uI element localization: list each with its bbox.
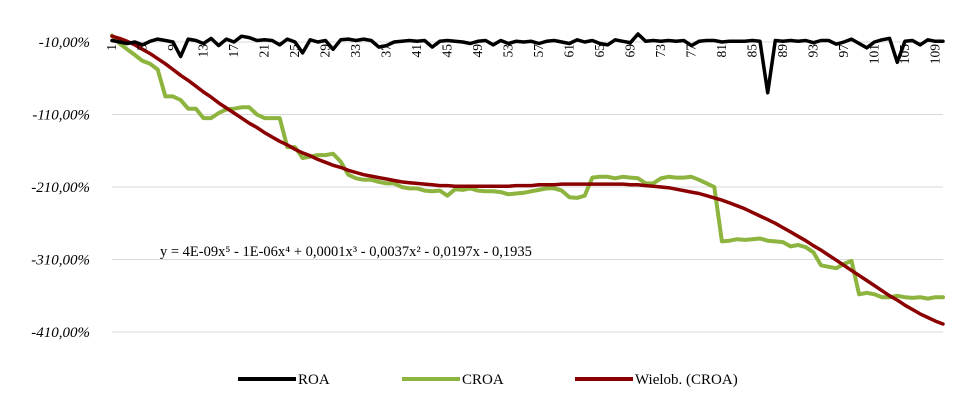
x-tick-label: 57	[531, 44, 546, 58]
y-tick-label: -410,00%	[31, 325, 90, 341]
x-tick-label: 13	[195, 44, 210, 58]
x-tick-label: 101	[866, 44, 881, 64]
legend-label: Wielob. (CROA)	[635, 372, 738, 388]
series-line-croa	[110, 33, 945, 301]
x-tick-label: 1	[104, 44, 119, 51]
x-tick-label: 65	[592, 44, 607, 58]
series-line-roa	[110, 32, 945, 95]
x-tick-label: 45	[439, 44, 454, 58]
x-tick-label: 25	[287, 44, 302, 58]
x-tick-label: 93	[805, 44, 820, 58]
x-tick-label: 33	[348, 44, 363, 58]
x-tick-label: 81	[714, 44, 729, 58]
x-tick-label: 29	[317, 44, 332, 58]
y-axis-tick-labels: -10,00% -110,00% -210,00% -310,00% -410,00%	[31, 35, 90, 341]
legend-label: ROA	[298, 372, 330, 388]
series-line-wielob-croa	[110, 34, 945, 326]
x-tick-label: 105	[897, 44, 912, 65]
x-tick-label: 89	[775, 44, 790, 58]
y-tick-label: -10,00%	[39, 35, 90, 51]
y-tick-label: -210,00%	[31, 180, 90, 196]
legend: ROA CROA Wielob. (CROA)	[238, 372, 738, 388]
x-tick-label: 41	[409, 44, 424, 58]
y-tick-label: -110,00%	[32, 108, 90, 124]
x-tick-label: 69	[622, 44, 637, 58]
x-tick-label: 97	[836, 44, 851, 58]
x-tick-label: 73	[653, 44, 668, 58]
x-tick-label: 5	[134, 44, 149, 51]
x-tick-label: 53	[500, 44, 515, 58]
x-axis-tick-labels: 1 5 9 13 17 21 25 29 33 37 41 45 49 53 57 61 65 69 73 77 81 8…	[104, 44, 942, 65]
x-tick-label: 109	[927, 44, 942, 65]
x-tick-label: 17	[226, 44, 241, 58]
x-tick-label: 9	[165, 44, 180, 51]
x-tick-label: 85	[744, 44, 759, 58]
x-tick-label: 37	[378, 44, 393, 58]
y-tick-label: -310,00%	[31, 253, 90, 269]
x-tick-label: 49	[470, 44, 485, 58]
trendline-equation: y = 4E-09x⁵ - 1E-06x⁴ + 0,0001x³ - 0,003…	[160, 244, 532, 260]
x-tick-label: 61	[561, 44, 576, 58]
series-layer	[110, 32, 945, 326]
legend-label: CROA	[462, 372, 504, 388]
x-tick-label: 21	[256, 44, 271, 58]
x-tick-label: 77	[683, 44, 698, 58]
